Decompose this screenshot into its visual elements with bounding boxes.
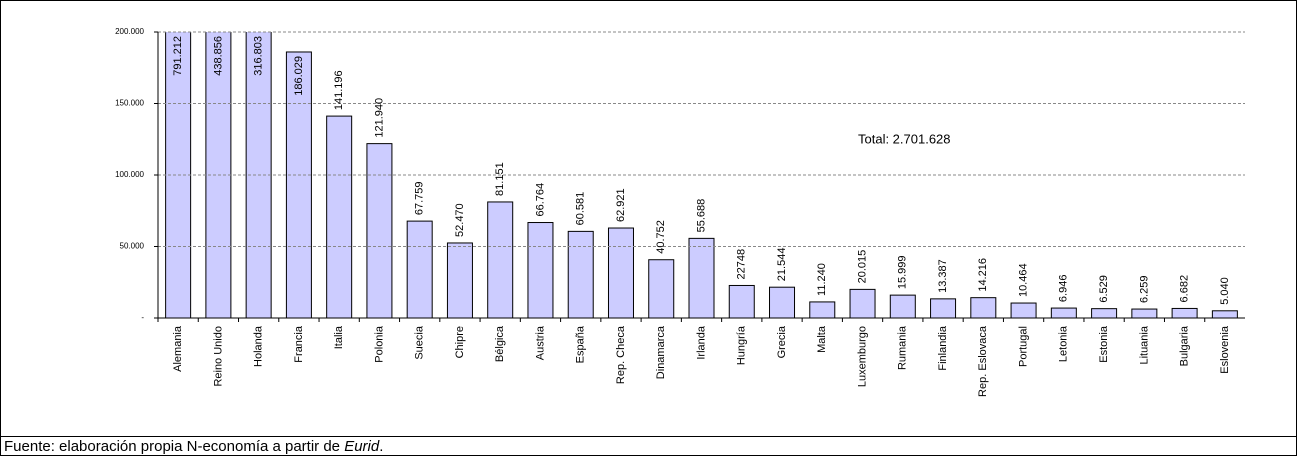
x-tick-label: España <box>575 325 587 363</box>
x-tick-label: Luxemburgo <box>856 326 868 387</box>
x-tick-label: Letonia <box>1058 325 1070 362</box>
data-label: 6.682 <box>1179 275 1191 303</box>
x-tick-label: Austria <box>534 325 546 360</box>
data-label: 10.464 <box>1017 263 1029 297</box>
data-label: 55.688 <box>695 199 707 233</box>
x-tick-label: Alemania <box>172 325 184 372</box>
data-label: 13.387 <box>937 259 949 293</box>
bar <box>1131 308 1158 319</box>
data-label: 52.470 <box>454 203 466 237</box>
data-label: 20.015 <box>856 250 868 284</box>
bar <box>1050 307 1077 319</box>
x-tick-label: Holanda <box>253 325 265 367</box>
source: Fuente: elaboración propia N-economía a … <box>4 438 383 455</box>
y-tick-label: 50.000 <box>120 242 145 251</box>
x-tick-label: Dinamarca <box>655 325 667 379</box>
x-tick-label: Rumania <box>897 325 909 370</box>
bar <box>688 237 715 319</box>
bar <box>889 294 916 319</box>
source-italic: Eurid <box>344 438 380 455</box>
bar <box>285 51 312 319</box>
x-tick-label: Bulgaria <box>1179 325 1191 366</box>
data-label: 6.946 <box>1058 275 1070 303</box>
x-tick-label: Portugal <box>1017 326 1029 367</box>
data-label: 141.196 <box>333 70 345 110</box>
data-label: 791.212 <box>172 36 184 76</box>
x-tick-label: Grecia <box>776 325 788 358</box>
data-label: 186.029 <box>293 56 305 96</box>
bar <box>1171 307 1198 319</box>
x-tick-label: Reino Unido <box>212 326 224 387</box>
bar <box>326 115 353 319</box>
x-tick-label: Francia <box>293 325 305 363</box>
data-label: 81.151 <box>494 162 506 196</box>
data-label: 66.764 <box>534 183 546 217</box>
bar <box>648 259 675 319</box>
data-label: 22748 <box>736 249 748 280</box>
x-tick-label: Italia <box>333 325 345 349</box>
data-label: 5.040 <box>1219 277 1231 305</box>
x-tick-label: Rep. Eslovaca <box>977 325 989 397</box>
data-label: 11.240 <box>816 263 828 296</box>
data-label: 67.759 <box>414 181 426 215</box>
bar <box>1211 310 1238 319</box>
data-label: 62.921 <box>615 188 627 222</box>
x-tick-label: Lituania <box>1138 325 1150 364</box>
bar <box>567 230 594 319</box>
x-tick-label: Finlandia <box>937 325 949 371</box>
bar <box>527 222 554 319</box>
x-tick-label: Irlanda <box>695 325 707 360</box>
y-tick-label: 100.000 <box>115 170 144 179</box>
bar <box>930 298 957 319</box>
bar <box>487 201 514 319</box>
y-tick-label: - <box>141 313 144 322</box>
bar <box>446 242 473 319</box>
data-label: 21.544 <box>776 248 788 282</box>
data-label: 60.581 <box>575 192 587 226</box>
bar <box>1091 308 1118 319</box>
frame <box>0 0 1297 437</box>
plot <box>165 32 1238 319</box>
x-tick-label: Malta <box>816 325 828 353</box>
x-tick-label: Estonia <box>1098 325 1110 363</box>
source-end: . <box>379 438 383 455</box>
bar <box>366 143 393 319</box>
bar <box>970 297 997 319</box>
data-label: 121.940 <box>373 98 385 138</box>
data-label: 15.999 <box>897 255 909 289</box>
bar <box>728 284 755 319</box>
x-tick-label: Polonia <box>373 325 385 363</box>
x-tick-label: Chipre <box>454 326 466 358</box>
x-tick-label: Hungría <box>736 325 748 365</box>
bar <box>406 220 433 319</box>
bar <box>809 301 836 319</box>
data-label: 14.216 <box>977 258 989 292</box>
bar <box>849 288 876 319</box>
data-label: 40.752 <box>655 220 667 254</box>
x-tick-label: Rep. Checa <box>615 325 627 384</box>
data-label: 6.529 <box>1098 275 1110 303</box>
bar <box>1010 302 1037 319</box>
y-tick-label: 200.000 <box>115 27 144 36</box>
y-tick-label: 150.000 <box>115 99 144 108</box>
bar <box>607 227 634 319</box>
data-label: 438.856 <box>212 36 224 76</box>
bar <box>769 286 796 319</box>
x-tick-label: Eslovenia <box>1219 325 1231 374</box>
annotation: Total: 2.701.628 <box>858 131 951 146</box>
data-label: 316.803 <box>253 36 265 76</box>
source-text: Fuente: elaboración propia N-economía a … <box>4 438 344 455</box>
x-tick-label: Bélgica <box>494 325 506 362</box>
x-tick-label: Suecia <box>414 325 426 360</box>
data-label: 6.259 <box>1138 276 1150 304</box>
